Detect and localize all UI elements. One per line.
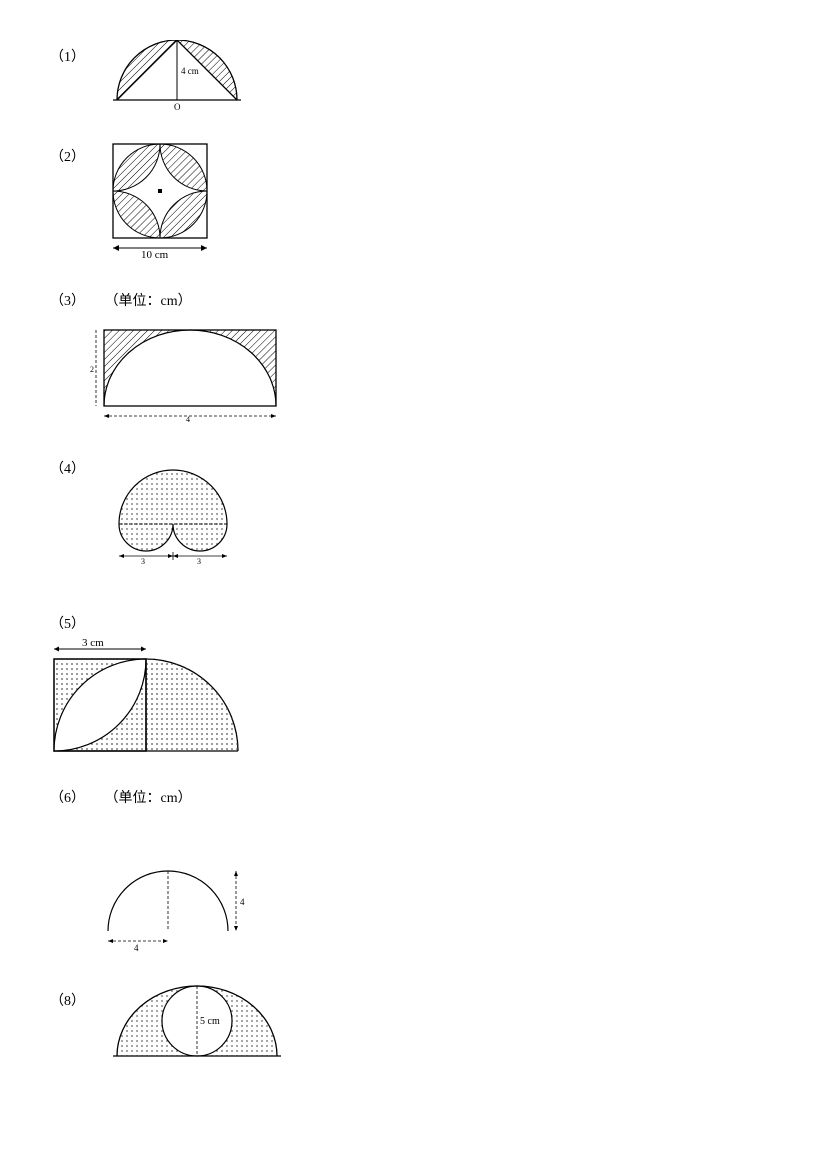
figure-4: 3 3 bbox=[105, 452, 245, 567]
problem-3: （3） （单位：cm） 4 2 bbox=[50, 290, 776, 424]
left-label: 3 bbox=[141, 557, 145, 566]
bottom-label: 4 bbox=[134, 943, 139, 953]
unit-note: （单位：cm） bbox=[105, 791, 192, 806]
problem-label: （8） bbox=[50, 984, 85, 1010]
problem-5: （5） 3 cm bbox=[50, 607, 776, 759]
figure-5: 3 cm bbox=[40, 637, 265, 759]
radius-label: 5 cm bbox=[200, 1016, 220, 1027]
figure-2: 10 cm bbox=[105, 140, 215, 262]
figure-8: 5 cm bbox=[105, 984, 290, 1066]
top-label: 3 cm bbox=[82, 637, 104, 649]
problem-4: （4） 3 3 bbox=[50, 452, 776, 567]
problem-2: （2） 10 cm bbox=[50, 140, 776, 262]
unit-note: （单位：cm） bbox=[105, 294, 192, 309]
problem-label: （6） bbox=[50, 787, 85, 807]
figure-6: 4 4 bbox=[90, 821, 776, 956]
problem-label: （5） bbox=[50, 607, 760, 633]
figure-3: 4 2 bbox=[90, 324, 776, 424]
height-label: 2 bbox=[90, 365, 94, 374]
figure-1: 4 cm O bbox=[105, 40, 265, 112]
problem-1: （1） 4 cm O bbox=[50, 40, 776, 112]
problem-label: （2） bbox=[50, 140, 85, 166]
problem-8: （8） 5 cm bbox=[50, 984, 776, 1066]
problem-label: （3） bbox=[50, 290, 85, 310]
problem-label: （1） bbox=[50, 40, 85, 66]
right-label: 3 bbox=[197, 557, 201, 566]
right-label: 4 bbox=[240, 897, 245, 907]
radius-label: 4 cm bbox=[181, 66, 199, 76]
problem-label: （4） bbox=[50, 452, 85, 478]
side-label: 10 cm bbox=[141, 249, 169, 261]
center-label: O bbox=[174, 102, 181, 112]
problem-6: （6） （单位：cm） 4 4 bbox=[50, 787, 776, 956]
width-label: 4 bbox=[186, 415, 190, 424]
